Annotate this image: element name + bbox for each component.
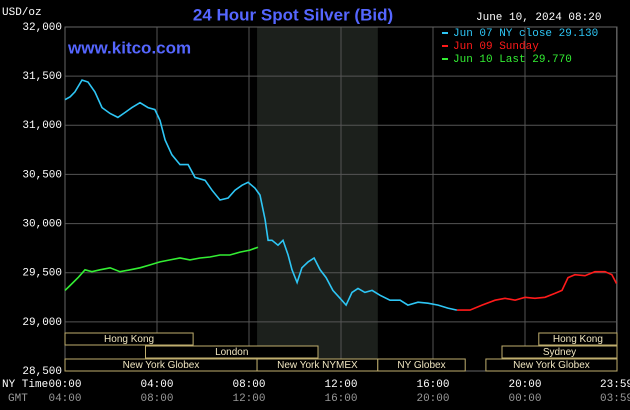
series-line [456,270,618,311]
x2-axis-label: GMT [8,393,28,405]
x2-tick-label: 00:00 [508,393,541,405]
x-tick-label: 16:00 [416,379,449,391]
x-tick-label: 20:00 [508,379,541,391]
legend-label: Jun 09 Sunday [453,41,539,53]
y-tick-label: 32,000 [22,22,62,34]
legend-label: Jun 07 NY close 29.130 [453,28,598,40]
session-bar [501,345,618,359]
y-tick-label: 28,500 [22,366,62,378]
watermark: www.kitco.com [67,38,191,57]
x-tick-label: 04:00 [140,379,173,391]
session-label: New York Globex [513,360,590,371]
y-tick-label: 29,500 [22,268,62,280]
session-label: London [215,347,248,358]
series-line [64,246,259,291]
x2-tick-label: 12:00 [232,393,265,405]
session-label: New York Globex [123,360,200,371]
x-tick-label: 12:00 [324,379,357,391]
y-tick-label: 29,000 [22,317,62,329]
x2-tick-label: 16:00 [324,393,357,405]
timestamp: June 10, 2024 08:20 [476,12,601,24]
series-line [64,79,458,311]
session-bar [64,332,194,346]
session-bar [377,358,466,372]
x-tick-label: 08:00 [232,379,265,391]
y-tick-label: 30,000 [22,218,62,230]
session-label: Hong Kong [104,334,154,345]
session-bar [145,345,319,359]
chart-title: 24 Hour Spot Silver (Bid) [193,5,393,24]
session-label: New York NYMEX [277,360,358,371]
session-bar [538,332,618,346]
x2-tick-label: 20:00 [416,393,449,405]
session-label: Sydney [543,347,576,358]
y-tick-label: 30,500 [22,169,62,181]
highlight-span [257,27,378,371]
x2-tick-label: 03:59 [600,393,630,405]
y-tick-label: 31,500 [22,71,62,83]
x2-tick-label: 04:00 [48,393,81,405]
x2-tick-label: 08:00 [140,393,173,405]
x-tick-label: 00:00 [48,379,81,391]
x-tick-label: 23:59 [600,379,630,391]
legend-label: Jun 10 Last 29.770 [453,54,572,66]
session-label: NY Globex [397,360,445,371]
session-label: Hong Kong [553,334,603,345]
y-axis-label: USD/oz [2,7,42,19]
session-bar [485,358,618,372]
x-axis-label: NY Time [2,379,48,391]
y-tick-label: 31,000 [22,120,62,132]
